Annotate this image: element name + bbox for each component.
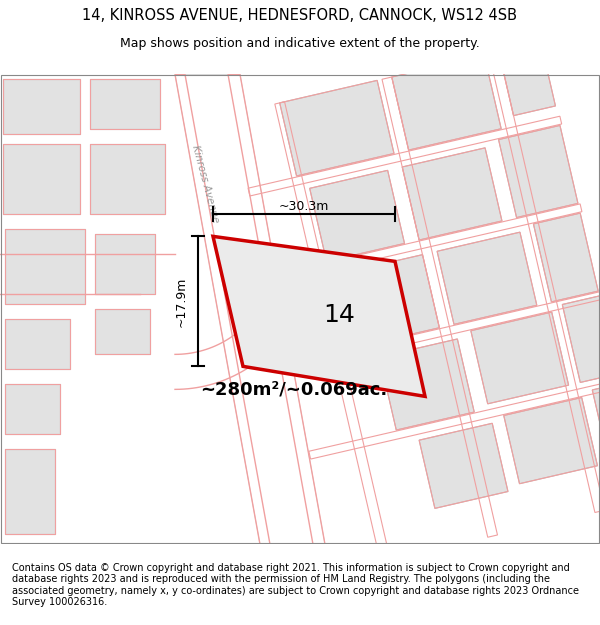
Polygon shape — [504, 398, 598, 484]
Polygon shape — [280, 81, 394, 176]
Polygon shape — [592, 384, 600, 463]
Polygon shape — [90, 79, 160, 129]
Text: ~17.9m: ~17.9m — [175, 276, 188, 327]
Polygon shape — [392, 56, 501, 150]
Polygon shape — [213, 236, 425, 396]
Polygon shape — [95, 309, 150, 354]
Polygon shape — [562, 296, 600, 382]
Polygon shape — [95, 234, 155, 294]
Text: Kinross Avenue: Kinross Avenue — [190, 144, 220, 224]
Polygon shape — [5, 384, 60, 434]
Polygon shape — [344, 254, 439, 346]
Polygon shape — [437, 232, 537, 324]
Text: ~30.3m: ~30.3m — [279, 201, 329, 213]
Polygon shape — [499, 126, 578, 218]
Text: Contains OS data © Crown copyright and database right 2021. This information is : Contains OS data © Crown copyright and d… — [12, 562, 579, 608]
Polygon shape — [471, 312, 569, 404]
Text: ~280m²/~0.069ac.: ~280m²/~0.069ac. — [200, 381, 387, 398]
Text: Map shows position and indicative extent of the property.: Map shows position and indicative extent… — [120, 37, 480, 50]
Polygon shape — [3, 79, 80, 134]
Polygon shape — [533, 213, 598, 302]
Polygon shape — [499, 42, 556, 116]
Polygon shape — [3, 144, 80, 214]
Polygon shape — [90, 144, 165, 214]
Polygon shape — [419, 423, 508, 508]
Polygon shape — [175, 74, 325, 544]
Polygon shape — [379, 339, 474, 430]
Polygon shape — [5, 319, 70, 369]
Polygon shape — [5, 449, 55, 534]
Text: 14: 14 — [323, 303, 355, 327]
Text: 14, KINROSS AVENUE, HEDNESFORD, CANNOCK, WS12 4SB: 14, KINROSS AVENUE, HEDNESFORD, CANNOCK,… — [83, 8, 517, 23]
Polygon shape — [402, 148, 502, 240]
Polygon shape — [310, 171, 404, 261]
Polygon shape — [5, 229, 85, 304]
